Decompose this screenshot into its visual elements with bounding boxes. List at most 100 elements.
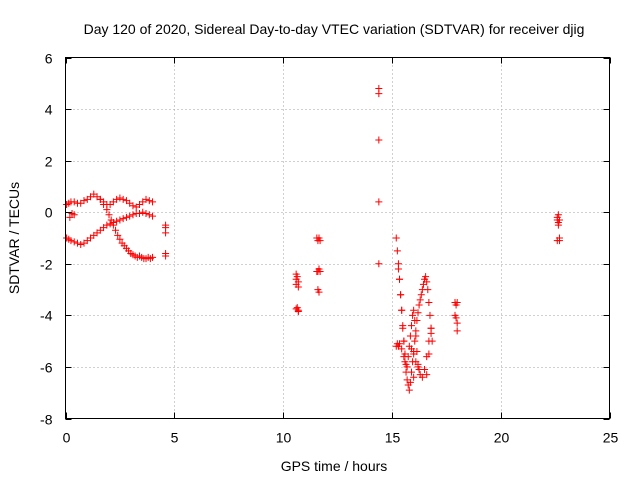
- x-tick-label: 0: [63, 430, 71, 446]
- data-point: [416, 296, 424, 304]
- data-point: [417, 291, 425, 299]
- y-tick-label: 6: [45, 51, 53, 67]
- data-point: [145, 211, 153, 219]
- data-point: [393, 247, 401, 255]
- data-point: [407, 368, 415, 376]
- y-tick-label: 0: [45, 205, 53, 221]
- y-tick-label: -2: [40, 257, 53, 273]
- data-point: [397, 291, 405, 299]
- data-point: [119, 195, 127, 203]
- x-tick-label: 5: [171, 430, 179, 446]
- data-point: [453, 319, 461, 327]
- data-point: [424, 286, 432, 294]
- data-point: [107, 216, 115, 224]
- data-point: [66, 213, 74, 221]
- x-tick-label: 25: [603, 430, 619, 446]
- data-point: [422, 273, 430, 281]
- data-point: [392, 234, 400, 242]
- data-point: [149, 212, 157, 220]
- data-point: [106, 220, 114, 228]
- data-point: [411, 337, 419, 345]
- data-point: [375, 198, 383, 206]
- data-point: [129, 202, 137, 210]
- data-point: [145, 197, 153, 205]
- data-point: [399, 322, 407, 330]
- data-point: [129, 211, 137, 219]
- data-point: [452, 314, 460, 322]
- data-point: [426, 311, 434, 319]
- data-point: [116, 235, 124, 243]
- data-point: [162, 252, 170, 260]
- data-point: [410, 373, 418, 381]
- data-point: [139, 208, 147, 216]
- plot-frame: [65, 57, 610, 419]
- y-tick-label: 4: [45, 102, 53, 118]
- data-point: [113, 217, 121, 225]
- data-point: [70, 198, 78, 206]
- y-axis-title: SDTVAR / TECUs: [6, 182, 22, 294]
- x-tick-label: 20: [494, 430, 510, 446]
- data-point: [116, 216, 124, 224]
- data-point: [418, 373, 426, 381]
- x-tick-label: 15: [385, 430, 401, 446]
- data-point: [415, 301, 423, 309]
- data-point: [404, 353, 412, 361]
- data-point: [73, 239, 81, 247]
- data-point: [149, 198, 157, 206]
- data-point: [423, 353, 431, 361]
- data-point: [67, 237, 75, 245]
- data-point: [411, 317, 419, 325]
- data-point: [162, 229, 170, 237]
- data-point: [316, 268, 324, 276]
- data-point: [406, 378, 414, 386]
- data-point: [293, 273, 301, 281]
- data-point: [114, 231, 122, 239]
- data-point: [100, 200, 108, 208]
- data-point: [112, 226, 120, 234]
- data-point: [414, 363, 422, 371]
- data-point: [394, 342, 402, 350]
- y-tick-label: -6: [40, 360, 53, 376]
- data-point: [105, 211, 113, 219]
- data-point: [149, 253, 157, 261]
- data-point: [398, 306, 406, 314]
- data-point: [453, 298, 461, 306]
- data-point: [80, 197, 88, 205]
- data-point: [423, 371, 431, 379]
- data-point: [109, 221, 117, 229]
- data-point: [421, 366, 429, 374]
- y-tick-label: -8: [40, 412, 53, 428]
- data-point: [423, 278, 431, 286]
- data-point: [103, 206, 111, 214]
- data-point: [122, 213, 130, 221]
- data-point: [394, 260, 402, 268]
- data-point: [294, 283, 302, 291]
- grid: [65, 57, 610, 419]
- x-tick-label: 10: [276, 430, 292, 446]
- data-point: [375, 136, 383, 144]
- data-point: [554, 219, 562, 227]
- data-point: [375, 90, 383, 98]
- data-point: [425, 298, 433, 306]
- data-point: [425, 337, 433, 345]
- data-point: [119, 215, 127, 223]
- data-point: [142, 195, 150, 203]
- x-axis-title: GPS time / hours: [281, 458, 388, 474]
- data-point: [407, 322, 415, 330]
- data-point: [126, 212, 134, 220]
- data-point: [77, 240, 85, 248]
- data-point: [407, 345, 415, 353]
- data-point: [116, 194, 124, 202]
- data-point: [396, 275, 404, 283]
- data-point: [400, 337, 408, 345]
- data-point: [453, 327, 461, 335]
- data-point: [315, 288, 323, 296]
- chart-title: Day 120 of 2020, Sidereal Day-to-day VTE…: [84, 21, 585, 37]
- data-point: [375, 260, 383, 268]
- data-point: [414, 309, 422, 317]
- y-tick-label: -4: [40, 308, 53, 324]
- data-point: [410, 306, 418, 314]
- data-point: [403, 363, 411, 371]
